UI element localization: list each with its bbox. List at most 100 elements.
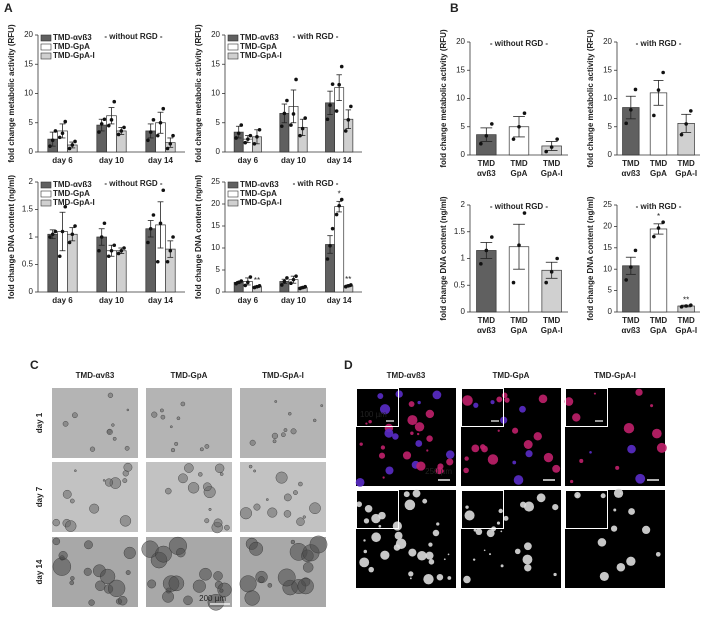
- spheroid: [416, 461, 426, 471]
- data-point: [168, 248, 173, 253]
- y-axis-label: fold change metabolic activity (RFU): [194, 24, 203, 163]
- cell-cluster: [208, 507, 212, 511]
- cell-cluster: [123, 546, 136, 559]
- x-tick-label: TMD: [650, 159, 668, 168]
- spheroid: [500, 530, 503, 533]
- y-tick-label: 20: [211, 199, 220, 208]
- x-tick-label: day 10: [281, 156, 306, 165]
- significance-label: *: [657, 212, 660, 221]
- spheroid: [415, 440, 423, 447]
- data-point: [334, 212, 339, 217]
- cell-cluster: [119, 515, 132, 527]
- data-point: [624, 121, 628, 126]
- spheroid: [481, 445, 488, 453]
- data-point: [522, 111, 527, 115]
- spheroid: [371, 513, 381, 524]
- data-point: [325, 117, 330, 122]
- spheroid: [513, 475, 524, 485]
- cell-cluster: [107, 392, 114, 398]
- data-point: [624, 278, 628, 282]
- chart-title: - with RGD -: [636, 202, 682, 211]
- data-point: [349, 104, 353, 109]
- spheroid: [523, 440, 533, 449]
- data-point: [48, 144, 52, 148]
- x-tick-label: GpA: [650, 169, 667, 178]
- spheroid: [652, 428, 662, 439]
- spheroid: [356, 501, 362, 508]
- spheroid: [650, 404, 654, 408]
- y-tick-label: 1.5: [22, 205, 34, 214]
- data-point: [63, 119, 68, 124]
- spheroid: [623, 423, 635, 434]
- cell-cluster: [290, 428, 297, 435]
- x-tick-label: GpA: [650, 326, 667, 335]
- spheroid: [616, 563, 626, 572]
- data-point: [517, 243, 521, 247]
- spheroid: [570, 479, 574, 484]
- data-point: [102, 221, 107, 226]
- spheroid: [402, 451, 412, 460]
- spheroid: [425, 409, 435, 419]
- spheroid: [404, 499, 416, 511]
- y-tick-label: 10: [603, 94, 612, 103]
- cell-cluster: [213, 518, 223, 528]
- data-point: [122, 246, 126, 250]
- data-point: [165, 146, 170, 151]
- data-point: [484, 133, 489, 138]
- spheroid: [365, 422, 368, 425]
- column-header: TMD-GpA-I: [262, 371, 304, 380]
- spheroid: [500, 564, 504, 568]
- spheroid: [524, 542, 532, 551]
- data-point: [479, 141, 483, 146]
- spheroid: [414, 422, 425, 432]
- cell-cluster: [224, 524, 230, 531]
- cell-cluster: [199, 447, 204, 452]
- y-tick-label: 20: [211, 30, 220, 39]
- y-tick-label: 0: [29, 287, 34, 296]
- data-point: [236, 131, 241, 136]
- data-point: [155, 133, 160, 138]
- spheroid: [435, 467, 443, 475]
- spheroid: [642, 525, 651, 535]
- spheroid: [600, 493, 606, 499]
- data-point: [119, 248, 124, 253]
- x-tick-label: TMD: [543, 316, 561, 325]
- x-tick-label: day 10: [99, 296, 124, 305]
- spheroid: [355, 478, 365, 487]
- data-point: [339, 197, 344, 202]
- data-point: [334, 109, 339, 113]
- panel-label: A: [4, 1, 13, 15]
- data-point: [484, 248, 489, 253]
- x-tick-label: GpA: [511, 169, 528, 178]
- spheroid: [504, 397, 510, 403]
- significance-label: **: [683, 295, 689, 304]
- data-point: [522, 211, 527, 215]
- legend-label: TMD-GpA: [240, 42, 277, 51]
- spheroid: [378, 524, 382, 528]
- bar: [47, 233, 58, 293]
- inset-frame: [461, 490, 504, 529]
- x-tick-label: GpA-I: [675, 326, 697, 335]
- x-tick-label: TMD: [678, 316, 696, 325]
- column-header: TMD-GpA: [171, 371, 208, 380]
- column-header: TMD-GpA: [493, 371, 530, 380]
- data-point: [48, 235, 52, 239]
- data-point: [161, 188, 166, 193]
- data-point: [294, 274, 298, 278]
- spheroid: [417, 550, 427, 561]
- inset-frame: [461, 388, 504, 427]
- spheroid: [543, 452, 554, 463]
- chart-title: - without RGD -: [490, 202, 549, 211]
- y-tick-label: 10: [211, 89, 220, 98]
- cell-cluster: [58, 551, 68, 561]
- cell-cluster: [253, 503, 261, 511]
- cell-cluster: [112, 436, 117, 441]
- data-point: [97, 248, 101, 253]
- spheroid: [384, 428, 394, 438]
- cell-cluster: [267, 583, 273, 588]
- y-axis-label: fold change metabolic activity (RFU): [439, 29, 448, 168]
- cell-cluster: [207, 593, 225, 611]
- data-point: [171, 235, 175, 239]
- data-point: [248, 133, 253, 138]
- spheroid: [503, 515, 509, 521]
